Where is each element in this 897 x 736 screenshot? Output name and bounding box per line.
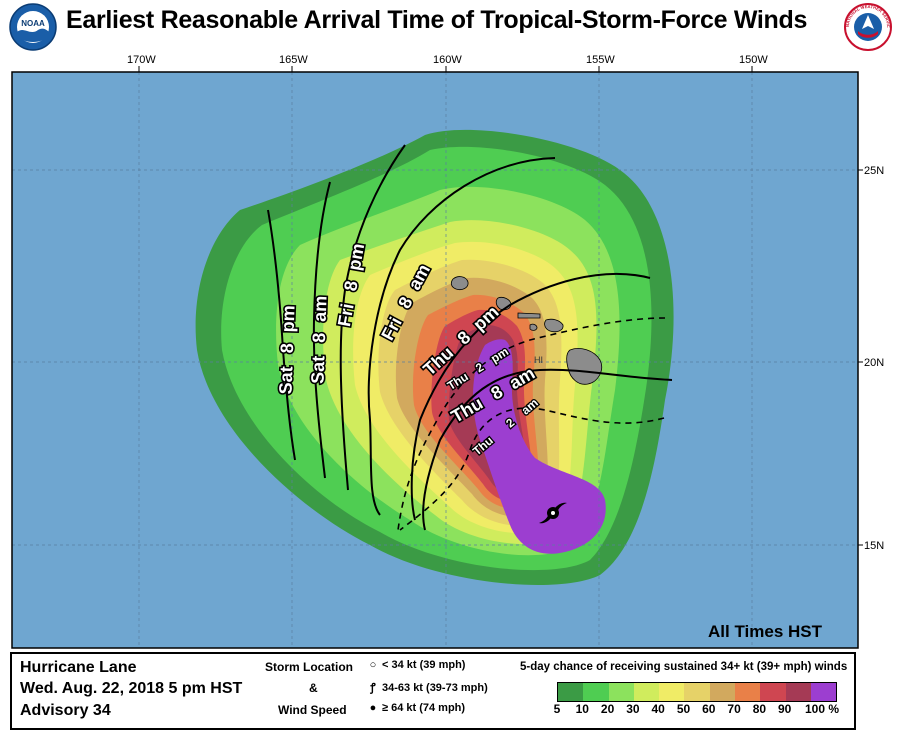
legend-panel: Hurricane Lane Wed. Aug. 22, 2018 5 pm H… — [10, 652, 856, 730]
lon-label-165w: 165W — [279, 54, 308, 66]
probability-color-scale — [557, 682, 838, 702]
swatch-7 — [735, 683, 761, 701]
wind-class-high-label: ≥ 64 kt (74 mph) — [382, 702, 466, 714]
lat-label-25n: 25N — [864, 165, 884, 177]
open-circle-icon: ○ — [369, 659, 377, 671]
isochrone-thu-2pm — [397, 317, 666, 531]
isochrone-thu-8am — [422, 368, 673, 531]
tick-label-0: 5 — [553, 702, 561, 716]
wind-speed-label: Wind Speed — [278, 703, 347, 717]
wind-class-mid: ꝭ 34-63 kt (39-73 mph) — [366, 680, 488, 695]
tick-label-3: 30 — [626, 702, 640, 716]
hurricane-icon: ● — [369, 702, 377, 714]
axis-ticks — [138, 66, 863, 546]
tick-label-1: 10 — [575, 702, 589, 716]
hurricane-symbol — [539, 502, 567, 524]
swatch-9 — [785, 683, 811, 701]
island-molokai — [517, 312, 541, 319]
swatch-0 — [558, 683, 584, 701]
all-times-note: All Times HST — [708, 622, 823, 641]
label-fri-8pm: Fri 8 pm — [334, 242, 368, 328]
swatch-6 — [709, 683, 736, 701]
isochrones-dashed — [397, 317, 666, 531]
lon-label-170w: 170W — [127, 54, 156, 66]
tick-label-2: 20 — [600, 702, 615, 716]
swatch-8 — [760, 683, 786, 701]
island-lanai — [529, 323, 538, 331]
tropical-storm-icon: ꝭ — [370, 682, 376, 694]
wind-class-mid-label: 34-63 kt (39-73 mph) — [382, 682, 488, 694]
tick-label-4: 40 — [651, 702, 665, 716]
storm-location-label: Storm Location — [265, 660, 354, 674]
swatch-1 — [583, 683, 609, 701]
lat-label-15n: 15N — [864, 540, 884, 552]
label-sat-8pm: Sat 8 pm — [275, 305, 298, 395]
probability-legend-title: 5-day chance of receiving sustained 34+ … — [520, 661, 848, 673]
island-label-hi: HI — [534, 355, 543, 365]
swatch-10 — [810, 683, 837, 701]
and-label: & — [309, 681, 318, 695]
label-sat-8am: Sat 8 am — [307, 295, 330, 384]
issued-time: Wed. Aug. 22, 2018 5 pm HST — [20, 680, 243, 697]
title-bar: NOAA Earliest Reasonable Arrival Time of… — [0, 0, 897, 51]
tick-label-7: 70 — [727, 702, 741, 716]
isochrone-fri-8am — [367, 157, 556, 516]
page-title: Earliest Reasonable Arrival Time of Trop… — [66, 6, 808, 34]
wind-class-high: ● ≥ 64 kt (74 mph) — [366, 702, 465, 714]
island-big-island — [566, 348, 603, 385]
isochrone-sat-8am — [312, 181, 331, 479]
swatch-5 — [684, 683, 710, 701]
swatch-2 — [608, 683, 634, 701]
wind-class-low: ○ < 34 kt (39 mph) — [366, 659, 466, 671]
isochrone-sat-8pm — [267, 209, 296, 461]
tick-label-8: 80 — [752, 702, 767, 716]
advisory-number: Advisory 34 — [20, 702, 111, 719]
tick-label-5: 50 — [676, 702, 691, 716]
graticule — [12, 72, 858, 648]
noaa-logo: NOAA — [9, 3, 57, 51]
longitude-labels: 170W 165W 160W 155W 150W — [127, 54, 768, 66]
noaa-logo-text: NOAA — [21, 19, 45, 28]
island-maui — [544, 318, 564, 333]
tick-label-9: 90 — [778, 702, 792, 716]
lat-label-20n: 20N — [864, 357, 884, 369]
storm-name: Hurricane Lane — [20, 659, 137, 676]
wind-class-low-label: < 34 kt (39 mph) — [382, 659, 466, 671]
map-frame — [11, 71, 859, 649]
probability-map: 170W 165W 160W 155W 150W — [11, 54, 885, 649]
island-kauai — [450, 276, 469, 290]
lon-label-155w: 155W — [586, 54, 615, 66]
nws-logo: NATIONAL WEATHER SERVICE — [843, 2, 892, 51]
band-100 — [473, 339, 606, 554]
isochrone-thu-2am — [399, 407, 665, 531]
swatch-3 — [633, 683, 660, 701]
hawaiian-islands — [450, 276, 603, 385]
isochrone-fri-8pm — [339, 144, 406, 491]
lon-label-150w: 150W — [739, 54, 768, 66]
swatch-4 — [659, 683, 685, 701]
lon-label-160w: 160W — [433, 54, 462, 66]
tick-label-10: 100 % — [804, 702, 840, 716]
latitude-labels: 25N 20N 15N — [864, 165, 884, 552]
tick-label-6: 60 — [702, 702, 716, 716]
